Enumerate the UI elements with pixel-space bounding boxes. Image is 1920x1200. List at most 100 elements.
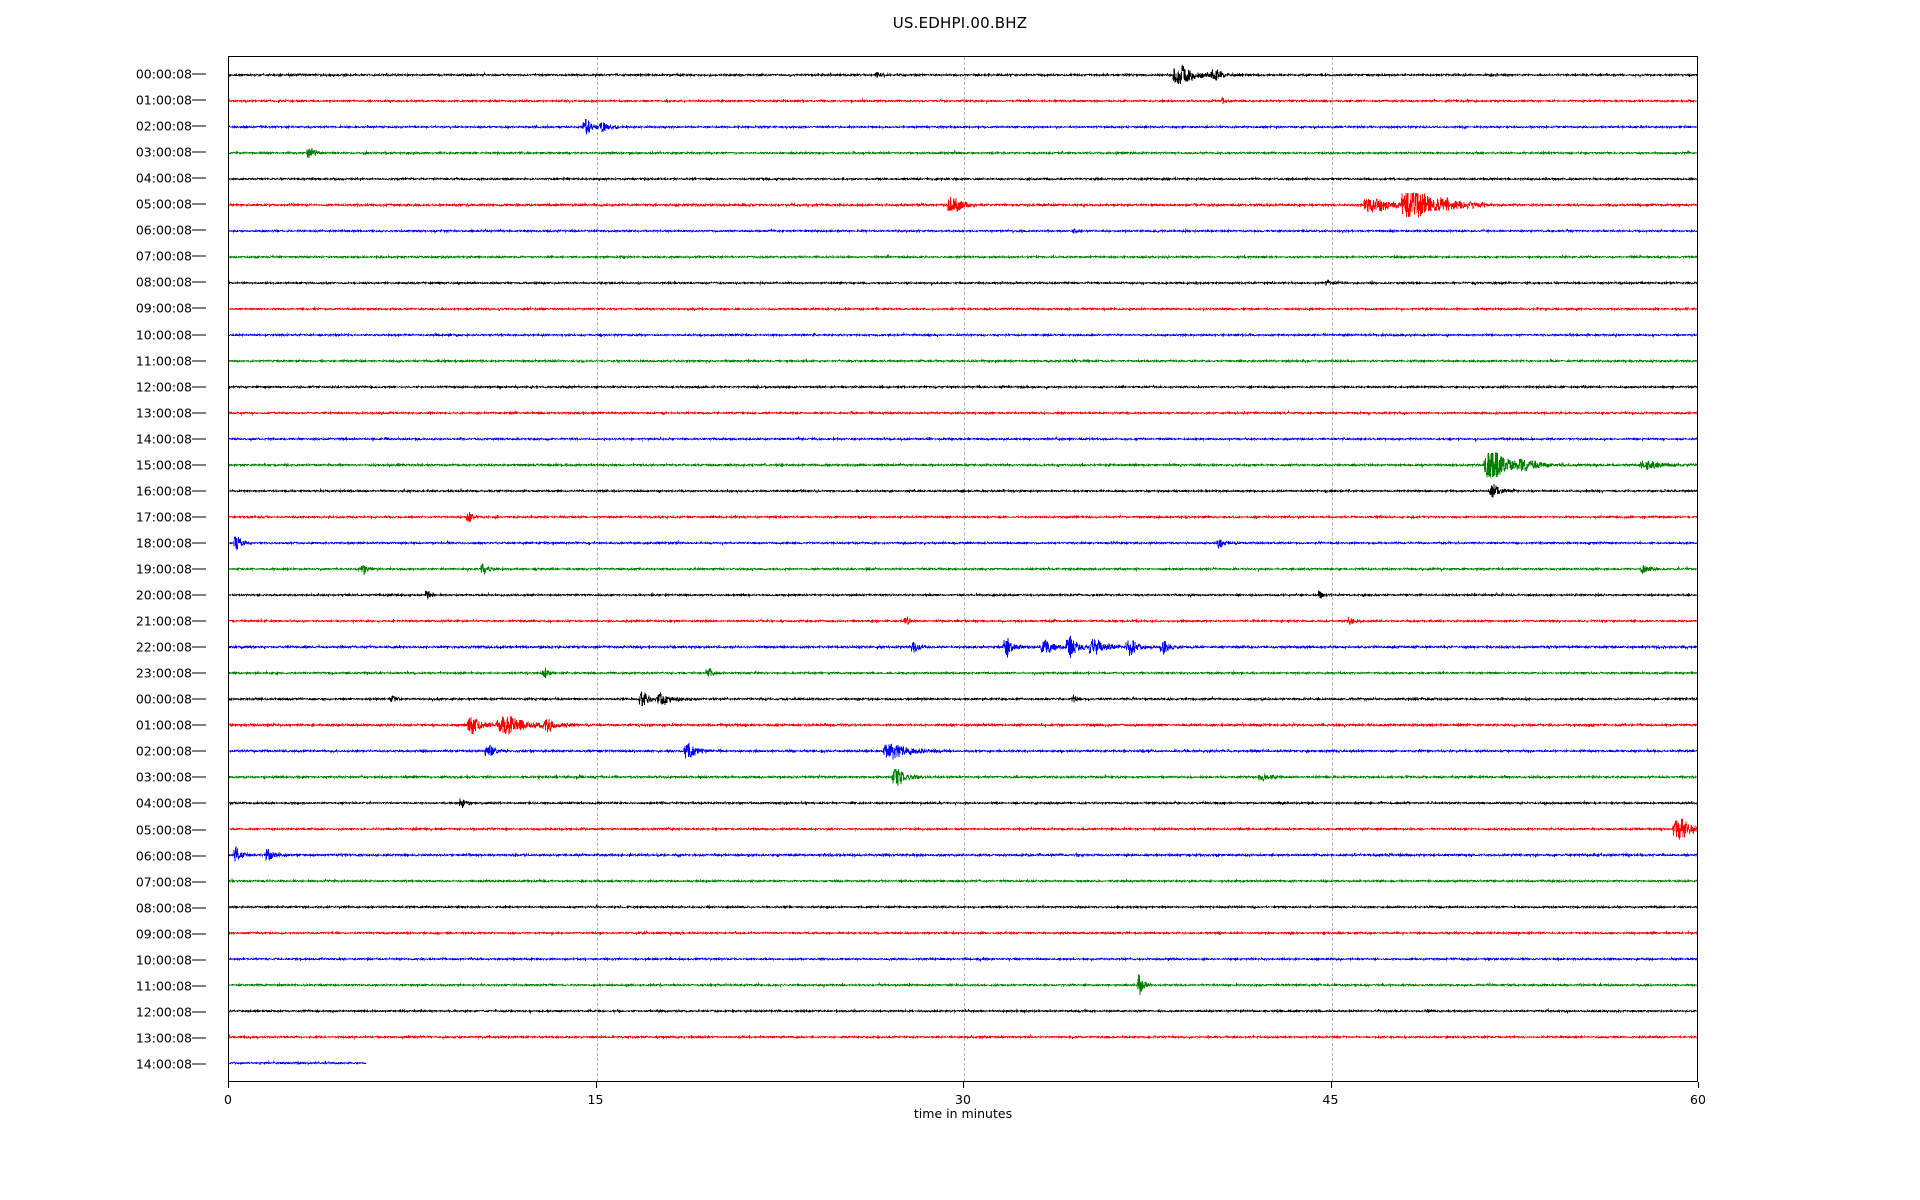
y-tick-label-2: 02:00:08 [135, 118, 192, 134]
y-tick-26 [192, 750, 206, 752]
trace-6 [229, 227, 1697, 235]
plot-area [228, 56, 1698, 1082]
trace-21 [229, 616, 1697, 625]
trace-29 [229, 819, 1697, 840]
y-tick-label-12: 12:00:08 [135, 379, 192, 395]
trace-15 [229, 452, 1697, 478]
y-tick-2 [192, 125, 206, 127]
y-tick-9 [192, 307, 206, 309]
y-axis-labels: 00:00:08 01:00:08 02:00:08 03:00:08 04:00:08… [0, 56, 228, 1082]
y-tick-label-0: 00:00:08 [135, 66, 192, 82]
trace-20 [229, 590, 1697, 600]
y-tick-1 [192, 99, 206, 101]
trace-22 [229, 635, 1697, 659]
y-tick-label-9: 09:00:08 [135, 300, 192, 316]
y-tick-label-8: 08:00:08 [135, 274, 192, 290]
x-tick-label-60: 60 [1690, 1092, 1706, 1107]
trace-17 [229, 511, 1697, 523]
trace-36 [229, 1007, 1697, 1014]
y-tick-label-32: 08:00:08 [135, 900, 192, 916]
page-title: US.EDHPI.00.BHZ [892, 14, 1028, 32]
trace-14 [229, 435, 1697, 443]
y-tick-14 [192, 438, 206, 440]
y-tick-label-28: 04:00:08 [135, 795, 192, 811]
y-tick-label-1: 01:00:08 [135, 92, 192, 108]
x-tick-30 [963, 1082, 964, 1088]
y-tick-label-37: 13:00:08 [135, 1030, 192, 1046]
y-tick-25 [192, 724, 206, 726]
y-tick-label-16: 16:00:08 [135, 483, 192, 499]
y-tick-label-21: 21:00:08 [135, 613, 192, 629]
y-tick-38 [192, 1063, 206, 1065]
trace-23 [229, 667, 1697, 678]
trace-28 [229, 798, 1697, 808]
y-tick-label-24: 00:00:08 [135, 691, 192, 707]
trace-3 [229, 147, 1697, 158]
trace-1 [229, 96, 1697, 105]
y-tick-0 [192, 73, 206, 75]
y-tick-label-25: 01:00:08 [135, 717, 192, 733]
y-tick-11 [192, 360, 206, 362]
y-tick-8 [192, 281, 206, 283]
trace-25 [229, 716, 1697, 736]
trace-4 [229, 175, 1697, 182]
x-tick-60 [1698, 1082, 1699, 1088]
y-tick-20 [192, 594, 206, 596]
y-tick-label-3: 03:00:08 [135, 144, 192, 160]
trace-27 [229, 768, 1697, 786]
trace-13 [229, 409, 1697, 417]
y-tick-5 [192, 203, 206, 205]
seismic-traces [229, 64, 1697, 1066]
y-tick-label-30: 06:00:08 [135, 848, 192, 864]
y-tick-13 [192, 412, 206, 414]
trace-35 [229, 974, 1697, 996]
trace-33 [229, 930, 1697, 937]
y-tick-31 [192, 881, 206, 883]
y-tick-22 [192, 646, 206, 648]
y-tick-label-15: 15:00:08 [135, 457, 192, 473]
x-tick-15 [595, 1082, 597, 1088]
y-tick-24 [192, 698, 206, 700]
trace-32 [229, 903, 1697, 911]
y-tick-label-38: 14:00:08 [135, 1056, 192, 1072]
y-tick-29 [192, 829, 206, 831]
trace-2 [229, 118, 1697, 135]
trace-30 [229, 845, 1697, 862]
trace-19 [229, 563, 1697, 576]
y-tick-17 [192, 516, 206, 518]
y-tick-label-31: 07:00:08 [135, 874, 192, 890]
y-tick-12 [192, 386, 206, 388]
trace-10 [229, 331, 1697, 338]
y-tick-6 [192, 229, 206, 231]
y-tick-label-10: 10:00:08 [135, 327, 192, 343]
x-axis-labels: 0 15 30 45 60 [224, 1082, 1706, 1122]
trace-11 [229, 358, 1697, 364]
trace-16 [229, 484, 1697, 498]
y-tick-16 [192, 490, 206, 492]
y-tick-label-4: 04:00:08 [135, 170, 192, 186]
y-tick-4 [192, 177, 206, 179]
x-tick-label-45: 45 [1322, 1092, 1339, 1107]
y-tick-37 [192, 1037, 206, 1039]
y-tick-label-11: 11:00:08 [135, 353, 192, 369]
trace-5 [229, 192, 1697, 218]
y-tick-34 [192, 959, 206, 961]
y-tick-label-35: 11:00:08 [135, 978, 192, 994]
y-tick-label-27: 03:00:08 [135, 769, 192, 785]
y-tick-label-14: 14:00:08 [135, 431, 192, 447]
y-tick-label-17: 17:00:08 [135, 509, 192, 525]
x-axis-title: time in minutes [913, 1106, 1013, 1121]
y-tick-33 [192, 933, 206, 935]
y-tick-28 [192, 802, 206, 804]
trace-8 [229, 279, 1697, 287]
y-tick-36 [192, 1011, 206, 1013]
y-tick-label-34: 10:00:08 [135, 952, 192, 968]
y-tick-label-7: 07:00:08 [135, 248, 192, 264]
y-tick-label-19: 19:00:08 [135, 561, 192, 577]
y-tick-15 [192, 464, 206, 466]
trace-26 [229, 741, 1697, 760]
trace-31 [229, 877, 1697, 885]
y-tick-label-23: 23:00:08 [135, 665, 192, 681]
y-tick-19 [192, 568, 206, 570]
